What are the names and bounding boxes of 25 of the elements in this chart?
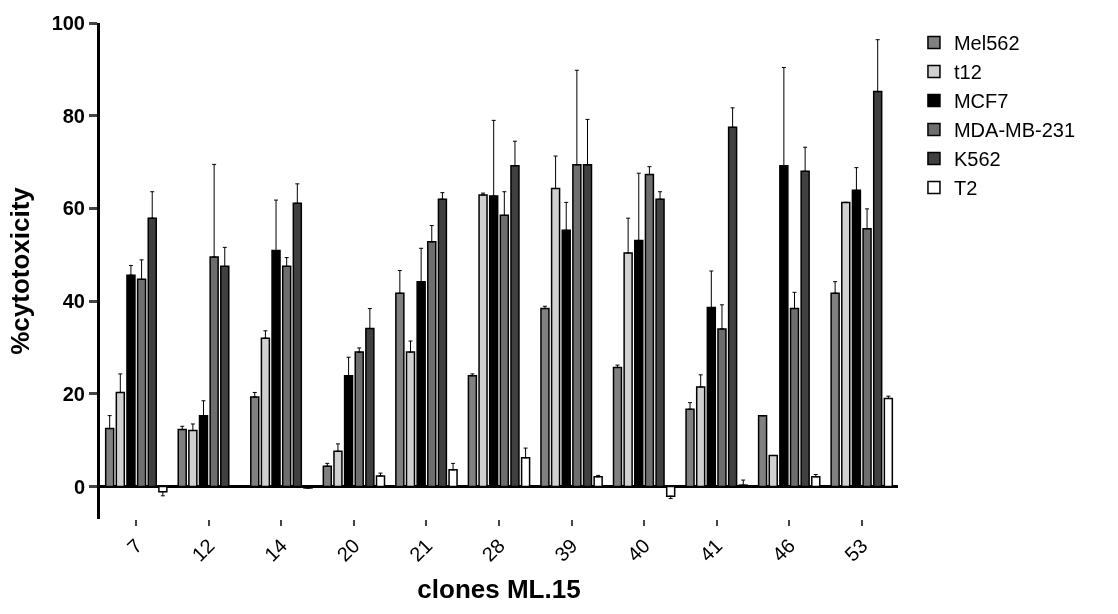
x-tick-label: 40 [622,534,654,566]
y-tick-label: 20 [62,382,85,405]
x-tick-label: 53 [840,534,872,566]
y-tick-label: 40 [62,290,85,313]
y-tick-label: 100 [51,12,85,34]
x-tick-label: 28 [477,534,509,566]
x-tick-label: 41 [695,534,727,566]
x-tick-label: 14 [259,534,292,566]
legend-label: Mel562 [953,32,1020,55]
x-tick-label: 7 [122,534,147,558]
legend-label: T2 [953,177,978,200]
y-tick-label: 80 [62,104,85,127]
legend-label: MDA-MB-231 [953,119,1076,142]
x-axis-title: clones ML.15 [417,574,581,605]
x-tick-label: 46 [767,534,800,566]
x-tick-label: 21 [405,534,437,566]
legend-label: MCF7 [953,90,1009,113]
x-tick-label: 12 [187,534,219,566]
x-tick-label: 20 [332,534,364,566]
legend-label: t12 [953,61,982,84]
y-tick-label: 60 [62,197,85,220]
y-axis-title: %cytotoxicity [5,186,36,355]
y-tick-label: 0 [73,475,85,498]
x-tick-label: 39 [550,534,582,566]
legend-label: K562 [953,148,1001,171]
